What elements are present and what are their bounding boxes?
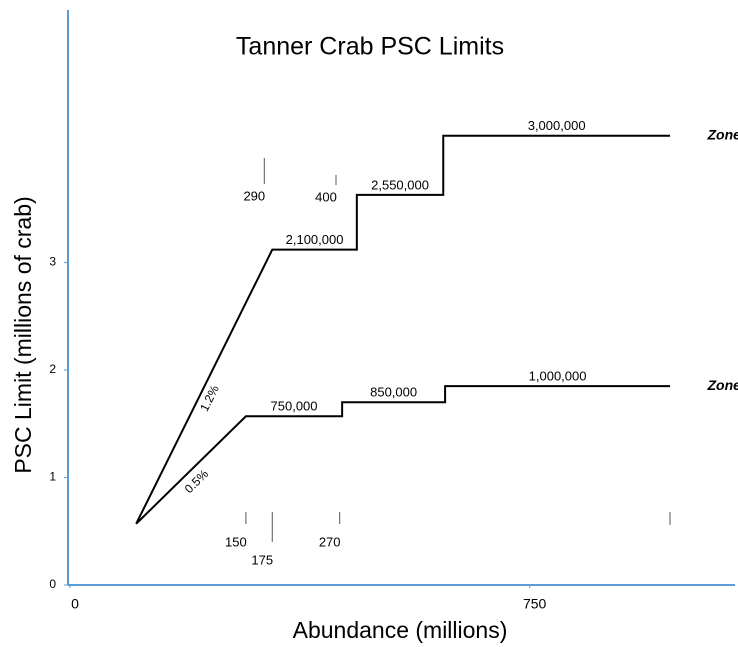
segment-label: 750,000 (271, 399, 318, 414)
marker-label: 150 (225, 534, 247, 549)
series-name: Zone 1 (706, 377, 738, 393)
x-tick-label: 750 (523, 596, 547, 612)
y-tick-label: 2 (49, 362, 56, 376)
rate-label: 0.5% (182, 467, 212, 496)
x-tick-label: 0 (71, 596, 79, 612)
y-axis-label: PSC Limit (millions of crab) (10, 196, 36, 473)
marker-label: 290 (243, 188, 265, 203)
y-tick-label: 3 (49, 255, 56, 269)
y-tick-label: 0 (49, 577, 56, 591)
segment-label: 2,100,000 (286, 232, 344, 247)
series-name: Zone 2 (706, 126, 738, 142)
segment-label: 3,000,000 (528, 118, 586, 133)
marker-label: 400 (315, 189, 337, 204)
segment-label: 1,000,000 (529, 369, 587, 384)
line (135, 134, 671, 525)
segment-label: 2,550,000 (371, 177, 429, 192)
marker-label: 270 (319, 534, 341, 549)
line (135, 385, 671, 525)
segment-label: 850,000 (370, 385, 417, 400)
marker-label: 175 (251, 552, 273, 567)
rate-label: 1.2% (197, 383, 222, 414)
y-tick-label: 1 (49, 470, 56, 484)
chart-title: Tanner Crab PSC Limits (236, 33, 504, 61)
x-axis-label: Abundance (millions) (293, 617, 508, 643)
